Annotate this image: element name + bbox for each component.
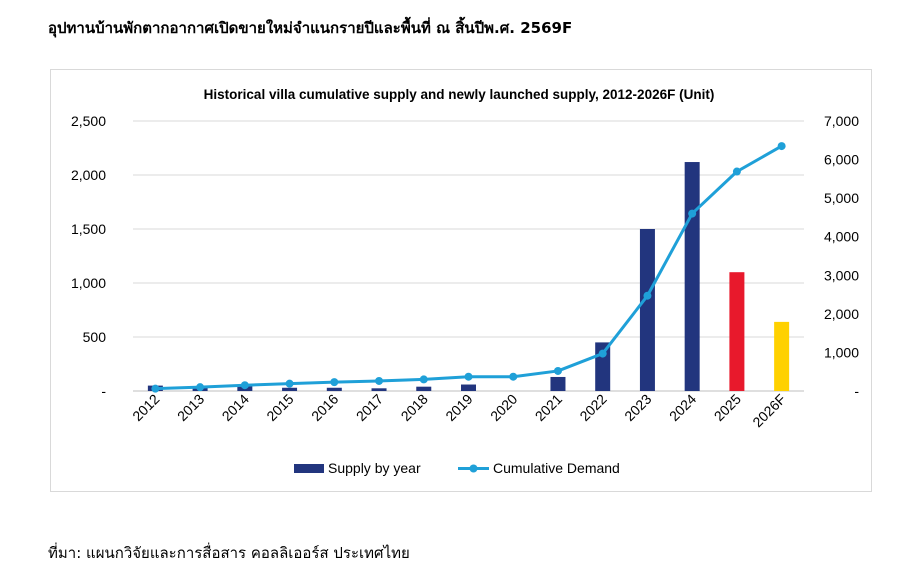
- bar-2015: [282, 387, 298, 391]
- y-left-tick-label: 2,500: [71, 113, 106, 129]
- gridlines: [133, 120, 804, 392]
- x-tick-label: 2018: [398, 391, 431, 424]
- chart-title: Historical villa cumulative supply and n…: [204, 87, 715, 102]
- y-left-tick-label: 2,000: [71, 167, 106, 183]
- cumulative-point-2021: [553, 366, 562, 375]
- cumulative-point-2020: [509, 372, 518, 381]
- x-tick-label: 2020: [487, 391, 520, 424]
- cumulative-point-2024: [688, 209, 697, 218]
- bar-2021: [550, 376, 566, 391]
- bar-series: [147, 162, 790, 391]
- y-right-tick-label: 3,000: [824, 267, 859, 283]
- line-series: [151, 142, 786, 393]
- y-left-tick-label: 1,000: [71, 275, 106, 291]
- y-right-tick-label: 4,000: [824, 229, 859, 245]
- x-tick-label: 2016: [308, 391, 341, 424]
- y-right-tick-label: 1,000: [824, 344, 859, 360]
- page-title: อุปทานบ้านพักตากอากาศเปิดขายใหม่จำแนกราย…: [48, 19, 573, 37]
- cumulative-point-2016: [330, 378, 339, 387]
- cumulative-point-2014: [240, 381, 249, 390]
- cumulative-point-2018: [419, 375, 428, 384]
- x-tick-label: 2025: [711, 391, 744, 424]
- x-tick-label: 2013: [174, 391, 207, 424]
- x-tick-label: 2021: [532, 391, 565, 424]
- cumulative-point-2017: [375, 376, 384, 385]
- bar-2017: [371, 388, 387, 391]
- cumulative-point-2012: [151, 384, 160, 393]
- legend-label-supply: Supply by year: [328, 460, 421, 476]
- y-right-tick-label: 5,000: [824, 190, 859, 206]
- x-tick-label: 2024: [666, 391, 699, 424]
- chart: Historical villa cumulative supply and n…: [71, 87, 859, 476]
- cumulative-point-2022: [598, 349, 607, 358]
- bar-2026F: [774, 321, 790, 391]
- y-right-tick-label: 7,000: [824, 113, 859, 129]
- cumulative-point-2026F: [777, 142, 786, 151]
- x-tick-label: 2017: [353, 391, 386, 424]
- legend-swatch-cumulative-marker: [469, 464, 478, 473]
- cumulative-point-2013: [196, 383, 205, 392]
- source-note: ที่มา: แผนกวิจัยและการสื่อสาร คอลลิเออร์…: [48, 544, 410, 562]
- x-tick-label: 2012: [129, 391, 162, 424]
- y-right-tick-label: 2,000: [824, 306, 859, 322]
- bar-2024: [684, 162, 700, 391]
- cumulative-point-2025: [732, 167, 741, 176]
- x-tick-label: 2014: [219, 391, 252, 424]
- x-tick-label: 2023: [621, 391, 654, 424]
- cumulative-point-2019: [464, 372, 473, 381]
- x-tick-label: 2022: [576, 391, 609, 424]
- chart-frame: Historical villa cumulative supply and n…: [50, 69, 872, 492]
- x-tick-label: 2026F: [749, 391, 788, 430]
- y-left-tick-label: -: [101, 383, 106, 399]
- x-tick-label: 2015: [263, 391, 296, 424]
- bar-2025: [729, 272, 745, 391]
- legend-label-cumulative: Cumulative Demand: [493, 460, 620, 476]
- cumulative-point-2015: [285, 379, 294, 388]
- bar-2016: [326, 387, 342, 391]
- y-right-tick-label: 6,000: [824, 152, 859, 168]
- bar-2023: [639, 229, 655, 391]
- legend: Supply by year Cumulative Demand: [294, 460, 620, 476]
- bar-2019: [461, 384, 476, 391]
- y-left-tick-label: 1,500: [71, 221, 106, 237]
- y-right-tick-label: -: [854, 383, 859, 399]
- cumulative-point-2023: [643, 291, 652, 300]
- y-left-tick-label: 500: [83, 329, 107, 345]
- legend-swatch-supply: [294, 464, 324, 473]
- bar-2018: [416, 386, 432, 391]
- x-tick-label: 2019: [442, 391, 475, 424]
